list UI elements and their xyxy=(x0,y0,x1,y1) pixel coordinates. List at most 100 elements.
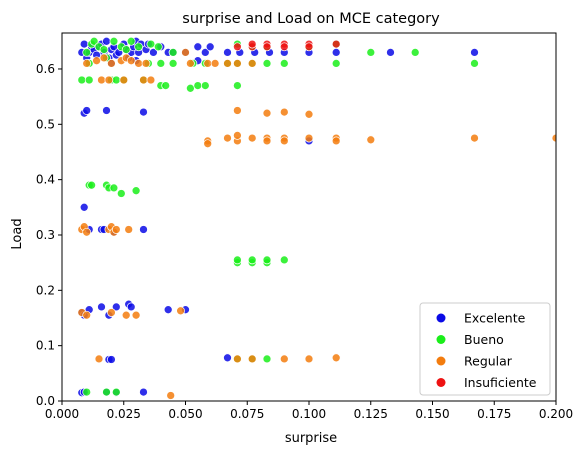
point-excelente-33 xyxy=(205,42,215,52)
point-regular-29 xyxy=(233,131,242,140)
plot-area: 0.000 0.025 0.050 0.075 0.100 0.125 0.150 0.175… xyxy=(36,32,573,421)
point-bueno-43 xyxy=(193,81,203,90)
point-regular-20 xyxy=(146,75,156,85)
point-regular-18 xyxy=(119,75,129,85)
point-regular-48 xyxy=(124,225,134,234)
x-tick-label-3: 0.075 xyxy=(230,407,264,421)
point-regular-3 xyxy=(107,59,116,68)
point-excelente-74 xyxy=(139,387,148,397)
point-regular-21 xyxy=(233,106,242,115)
point-regular-32 xyxy=(262,136,272,146)
data-points xyxy=(77,36,556,400)
point-regular-16 xyxy=(97,75,106,85)
legend-label-excelente: Excelente xyxy=(464,311,526,326)
x-tick-label-4: 0.100 xyxy=(292,407,326,421)
x-axis: 0.000 0.025 0.050 0.075 0.100 0.125 0.150 0.175… xyxy=(45,401,573,421)
point-insuficiente-2 xyxy=(247,39,257,49)
point-bueno-31 xyxy=(279,59,289,68)
point-excelente-1 xyxy=(79,39,89,49)
legend-box xyxy=(419,302,551,396)
point-regular-43 xyxy=(82,227,92,237)
point-regular-11 xyxy=(203,59,213,68)
point-regular-60 xyxy=(331,353,341,363)
point-bueno-24 xyxy=(168,59,178,68)
point-excelente-49 xyxy=(139,107,148,117)
point-regular-39 xyxy=(470,133,479,143)
legend: Excelente Bueno Regular Insuficiente xyxy=(419,302,551,396)
y-tick-label-1: 0.1 xyxy=(36,339,55,353)
point-bueno-10 xyxy=(146,39,156,49)
point-bueno-11 xyxy=(153,42,163,52)
x-tick-label-2: 0.050 xyxy=(168,407,202,421)
point-bueno-63 xyxy=(82,387,92,397)
point-regular-61 xyxy=(166,391,176,400)
point-bueno-7 xyxy=(121,45,131,54)
point-regular-34 xyxy=(279,136,289,146)
point-regular-6 xyxy=(126,56,136,66)
point-regular-19 xyxy=(139,75,148,85)
point-excelente-60 xyxy=(97,302,106,312)
point-excelente-32 xyxy=(200,48,210,57)
point-bueno-0 xyxy=(82,48,92,57)
legend-marker-bueno xyxy=(436,335,446,344)
point-bueno-58 xyxy=(262,255,272,265)
point-bueno-9 xyxy=(134,42,143,52)
point-excelente-41 xyxy=(386,48,395,57)
point-excelente-62 xyxy=(111,302,121,312)
point-excelente-64 xyxy=(126,302,136,312)
legend-marker-excelente xyxy=(436,313,446,323)
point-excelente-65 xyxy=(163,305,173,315)
point-regular-54 xyxy=(176,306,185,316)
legend-label-regular: Regular xyxy=(464,354,513,369)
point-excelente-40 xyxy=(331,48,341,57)
point-bueno-35 xyxy=(84,75,94,85)
point-regular-37 xyxy=(331,136,341,146)
point-regular-50 xyxy=(82,310,92,320)
point-regular-24 xyxy=(304,109,314,119)
point-regular-17 xyxy=(104,75,114,85)
point-bueno-44 xyxy=(200,81,210,90)
x-tick-label-5: 0.125 xyxy=(354,407,388,421)
point-regular-52 xyxy=(121,310,131,320)
x-tick-label-7: 0.175 xyxy=(477,407,511,421)
point-regular-1 xyxy=(92,56,101,66)
point-regular-2 xyxy=(99,53,109,63)
point-excelente-51 xyxy=(79,202,89,212)
point-regular-57 xyxy=(247,354,257,364)
point-insuficiente-4 xyxy=(262,42,272,52)
point-regular-13 xyxy=(223,59,232,68)
point-regular-15 xyxy=(247,59,257,68)
point-bueno-23 xyxy=(156,59,166,68)
point-regular-27 xyxy=(223,133,232,143)
legend-label-insuficiente: Insuficiente xyxy=(464,375,537,390)
point-bueno-59 xyxy=(279,255,289,265)
point-bueno-18 xyxy=(366,48,376,57)
point-regular-55 xyxy=(94,354,104,364)
point-excelente-47 xyxy=(82,106,92,115)
chart-title: surprise and Load on MCE category xyxy=(182,11,440,27)
y-tick-label-4: 0.4 xyxy=(36,173,55,187)
y-axis: 0.0 0.1 0.2 0.3 0.4 0.5 0.6 xyxy=(36,62,62,408)
point-bueno-64 xyxy=(102,387,111,397)
point-bueno-41 xyxy=(161,81,171,90)
point-excelente-31 xyxy=(193,42,203,52)
point-regular-0 xyxy=(82,59,92,68)
point-regular-35 xyxy=(304,133,314,143)
point-regular-22 xyxy=(262,108,272,118)
point-bueno-12 xyxy=(168,48,178,57)
point-insuficiente-9 xyxy=(331,39,341,49)
point-regular-56 xyxy=(233,354,242,364)
point-bueno-51 xyxy=(116,189,126,198)
legend-marker-regular xyxy=(436,356,446,366)
point-bueno-37 xyxy=(111,75,121,85)
point-excelente-48 xyxy=(102,106,111,115)
y-tick-label-6: 0.6 xyxy=(36,62,55,76)
y-tick-label-2: 0.2 xyxy=(36,283,55,297)
x-tick-label-1: 0.025 xyxy=(107,407,141,421)
y-axis-title: Load xyxy=(10,218,25,249)
point-bueno-54 xyxy=(233,255,242,265)
point-bueno-42 xyxy=(186,83,195,93)
point-regular-7 xyxy=(134,59,143,68)
point-excelente-42 xyxy=(470,48,479,57)
point-regular-23 xyxy=(279,107,289,117)
